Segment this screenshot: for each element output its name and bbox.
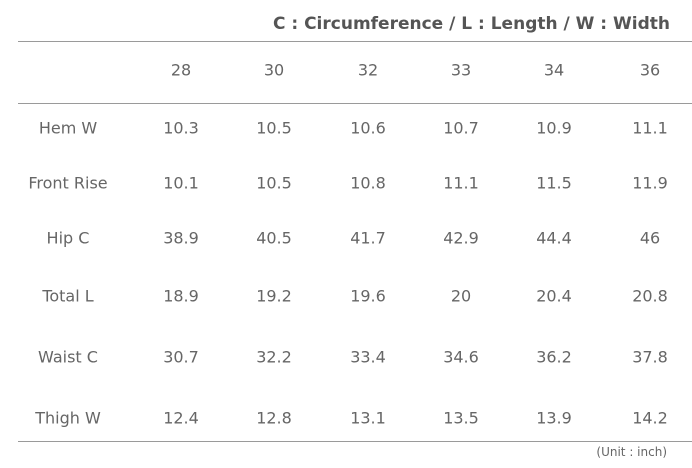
bottom-rule [18,441,692,442]
header-cell: 34 [543,60,565,80]
value-cell: 10.7 [443,118,479,138]
value-cell: 38.9 [163,228,199,248]
row-label: Front Rise [28,173,108,193]
row-label: Total L [42,286,94,306]
row-label: Waist C [38,347,98,367]
header-cell: 32 [357,60,379,80]
value-cell: 10.1 [163,173,199,193]
value-cell: 13.9 [536,408,572,428]
value-cell: 11.5 [536,173,572,193]
value-cell: 19.6 [350,286,386,306]
value-cell: 18.9 [163,286,199,306]
top-rule [18,41,692,42]
value-cell: 20.4 [536,286,572,306]
value-cell: 10.3 [163,118,199,138]
value-cell: 10.5 [256,173,292,193]
value-cell: 19.2 [256,286,292,306]
value-cell: 11.9 [632,173,668,193]
value-cell: 36.2 [536,347,572,367]
legend: C : Circumference / L : Length / W : Wid… [272,14,670,34]
value-cell: 11.1 [632,118,668,138]
value-cell: 13.1 [350,408,386,428]
value-cell: 40.5 [256,228,292,248]
row-label: Hip C [46,228,90,248]
value-cell: 12.8 [256,408,292,428]
header-cell: 36 [639,60,661,80]
value-cell: 30.7 [163,347,199,367]
header-cell: 30 [263,60,285,80]
value-cell: 10.6 [350,118,386,138]
value-cell: 10.9 [536,118,572,138]
row-label: Hem W [38,118,98,138]
header-cell: 28 [170,60,192,80]
header-rule [18,103,692,104]
value-cell: 10.8 [350,173,386,193]
value-cell: 46 [639,228,661,248]
value-cell: 33.4 [350,347,386,367]
value-cell: 20.8 [632,286,668,306]
value-cell: 44.4 [536,228,572,248]
header-cell: 33 [450,60,472,80]
value-cell: 12.4 [163,408,199,428]
value-cell: 10.5 [256,118,292,138]
value-cell: 13.5 [443,408,479,428]
value-cell: 14.2 [632,408,668,428]
value-cell: 34.6 [443,347,479,367]
row-label: Thigh W [35,408,101,428]
value-cell: 20 [450,286,472,306]
value-cell: 32.2 [256,347,292,367]
value-cell: 42.9 [443,228,479,248]
value-cell: 37.8 [632,347,668,367]
value-cell: 11.1 [443,173,479,193]
value-cell: 41.7 [350,228,386,248]
unit-note: (Unit : inch) [596,445,667,459]
